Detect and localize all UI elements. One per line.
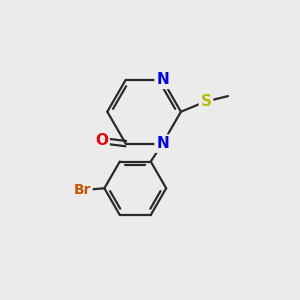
Text: S: S [200,94,211,109]
Text: O: O [95,133,108,148]
Text: N: N [156,72,169,87]
Text: N: N [156,136,169,151]
Text: Br: Br [74,183,91,197]
